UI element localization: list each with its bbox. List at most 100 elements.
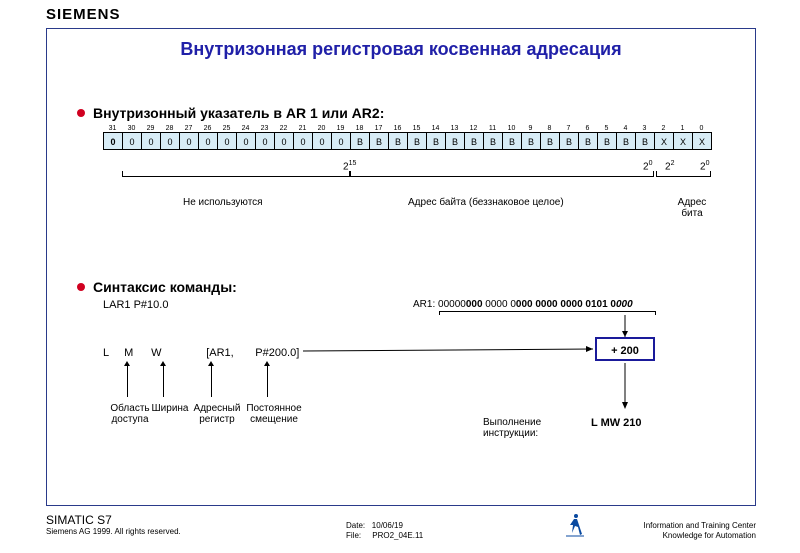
bit-index: 15 xyxy=(407,125,426,132)
exp-2-15: 215 xyxy=(343,160,356,172)
bit-index: 11 xyxy=(483,125,502,132)
bit-cell: 0 xyxy=(180,132,199,150)
bit-cell-row: 0000000000000BBBBBBBBBBBBBBBBXXX xyxy=(103,132,712,150)
bit-index: 20 xyxy=(312,125,331,132)
bit-cell: B xyxy=(389,132,408,150)
bullet-1: Внутризонный указатель в AR 1 или AR2: xyxy=(47,105,755,121)
result-instruction: L MW 210 xyxy=(591,417,642,429)
bit-index: 2 xyxy=(654,125,673,132)
exec-label: Выполнениеинструкции: xyxy=(483,417,541,439)
label-bit-addr: Адрес бита xyxy=(667,197,717,219)
bit-index: 19 xyxy=(331,125,350,132)
footer-center: Date: 10/06/19 File: PRO2_04E.11 xyxy=(346,521,423,542)
bit-cell: B xyxy=(541,132,560,150)
footer-rights: Siemens AG 1999. All rights reserved. xyxy=(46,527,181,536)
bit-index: 17 xyxy=(369,125,388,132)
bit-cell: X xyxy=(655,132,674,150)
bit-cell: 0 xyxy=(218,132,237,150)
section-syntax: Синтаксис команды: LAR1 P#10.0 AR1: 0000… xyxy=(47,279,755,295)
offset-box: + 200 xyxy=(595,337,655,361)
bit-index: 16 xyxy=(388,125,407,132)
bit-index: 27 xyxy=(179,125,198,132)
bit-cell: 0 xyxy=(294,132,313,150)
bracket-unused xyxy=(122,171,350,177)
bit-cell: 0 xyxy=(256,132,275,150)
bit-table: 3130292827262524232221201918171615141312… xyxy=(103,125,712,150)
bit-index: 14 xyxy=(426,125,445,132)
section-pointer: Внутризонный указатель в AR 1 или AR2: 3… xyxy=(47,105,755,121)
bit-index: 8 xyxy=(540,125,559,132)
bit-cell: 0 xyxy=(275,132,294,150)
bit-cell: B xyxy=(598,132,617,150)
bit-cell: B xyxy=(484,132,503,150)
slide-frame: Внутризонная регистровая косвенная адрес… xyxy=(46,28,756,506)
bit-index: 23 xyxy=(255,125,274,132)
footer-right-l2: Knowledge for Automation xyxy=(643,531,756,541)
bit-cell: X xyxy=(693,132,712,150)
syntax-body: LAR1 P#10.0 AR1: 00000000 0000 0000 0000… xyxy=(103,299,723,311)
bit-index: 25 xyxy=(217,125,236,132)
bit-index: 29 xyxy=(141,125,160,132)
footer-right-l1: Information and Training Center xyxy=(643,521,756,531)
footer-date-label: Date: xyxy=(346,521,365,530)
bit-cell: B xyxy=(522,132,541,150)
bit-cell: B xyxy=(579,132,598,150)
bit-cell: 0 xyxy=(104,132,123,150)
bullet-2-text: Синтаксис команды: xyxy=(93,279,237,295)
bit-index: 12 xyxy=(464,125,483,132)
footer-file-label: File: xyxy=(346,531,361,540)
bit-cell: 0 xyxy=(199,132,218,150)
bit-cell: B xyxy=(351,132,370,150)
bit-index: 7 xyxy=(559,125,578,132)
bit-index: 9 xyxy=(521,125,540,132)
bullet-2: Синтаксис команды: xyxy=(47,279,755,295)
bit-index: 3 xyxy=(635,125,654,132)
bit-index: 24 xyxy=(236,125,255,132)
bit-cell: 0 xyxy=(313,132,332,150)
bit-index: 6 xyxy=(578,125,597,132)
bit-index: 31 xyxy=(103,125,122,132)
bit-cell: 0 xyxy=(142,132,161,150)
bit-index-row: 3130292827262524232221201918171615141312… xyxy=(103,125,712,132)
bit-index: 1 xyxy=(673,125,692,132)
bit-index: 18 xyxy=(350,125,369,132)
bit-index: 26 xyxy=(198,125,217,132)
siemens-logo: SIEMENS xyxy=(46,6,121,23)
exp-2-2: 22 xyxy=(665,160,674,172)
bit-index: 22 xyxy=(274,125,293,132)
bullet-dot-icon xyxy=(77,283,85,291)
footer-left: SIMATIC S7 Siemens AG 1999. All rights r… xyxy=(46,513,181,536)
slide-footer: SIMATIC S7 Siemens AG 1999. All rights r… xyxy=(46,509,756,549)
exp-2-0a: 20 xyxy=(643,160,652,172)
bit-index: 28 xyxy=(160,125,179,132)
bit-cell: B xyxy=(446,132,465,150)
footer-date-value: 10/06/19 xyxy=(372,521,403,530)
bit-index: 10 xyxy=(502,125,521,132)
line-to-plusbox xyxy=(303,349,593,351)
label-byte-addr: Адрес байта (беззнаковое целое) xyxy=(408,197,564,208)
bit-cell: B xyxy=(427,132,446,150)
bit-index: 4 xyxy=(616,125,635,132)
bit-cell: B xyxy=(370,132,389,150)
bit-cell: 0 xyxy=(332,132,351,150)
runner-icon xyxy=(564,513,584,537)
bit-cell: B xyxy=(560,132,579,150)
bit-index: 13 xyxy=(445,125,464,132)
footer-file-value: PRO2_04E.11 xyxy=(372,531,423,540)
bit-cell: 0 xyxy=(161,132,180,150)
label-unused: Не используются xyxy=(183,197,263,208)
bit-index: 21 xyxy=(293,125,312,132)
exp-2-0b: 20 xyxy=(700,160,709,172)
bit-index: 0 xyxy=(692,125,711,132)
bullet-dot-icon xyxy=(77,109,85,117)
bit-cell: B xyxy=(465,132,484,150)
footer-right: Information and Training Center Knowledg… xyxy=(643,521,756,542)
bit-cell: 0 xyxy=(237,132,256,150)
bit-index: 5 xyxy=(597,125,616,132)
bit-index: 30 xyxy=(122,125,141,132)
bit-cell: B xyxy=(636,132,655,150)
bit-cell: B xyxy=(503,132,522,150)
bullet-1-text: Внутризонный указатель в AR 1 или AR2: xyxy=(93,105,384,121)
footer-product: SIMATIC S7 xyxy=(46,513,181,527)
bracket-byte xyxy=(350,171,654,177)
